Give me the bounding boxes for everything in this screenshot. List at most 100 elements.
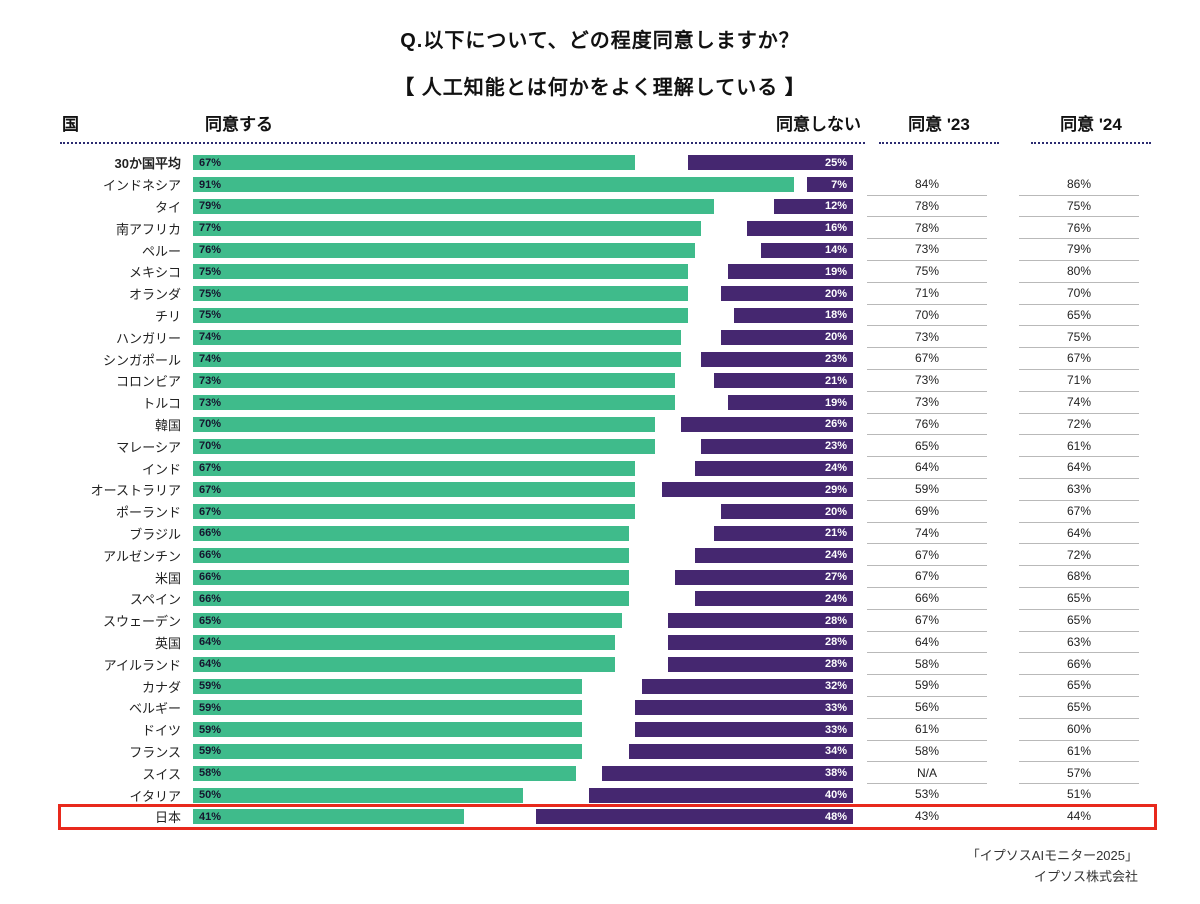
disagree-bar: 23%	[701, 438, 853, 454]
disagree-bar: 27%	[674, 569, 853, 585]
bar-track: 74% 23%	[193, 351, 853, 367]
agree-value: 75%	[199, 265, 222, 278]
agree24-value: 67%	[1019, 351, 1139, 370]
agree23-value: 58%	[867, 744, 987, 763]
agree23-cell: 64%	[867, 635, 987, 654]
agree-bar: 59%	[193, 722, 583, 738]
agree24-value: 44%	[1019, 809, 1139, 828]
country-label: スイス	[142, 766, 181, 782]
agree-value: 66%	[199, 571, 222, 584]
agree24-value: 65%	[1019, 591, 1139, 610]
country-label: 日本	[154, 810, 181, 826]
disagree-value: 34%	[824, 745, 847, 758]
agree23-cell: N/A	[867, 766, 987, 785]
agree23-value: 70%	[867, 308, 987, 327]
table-row: メキシコ 75% 19% 75% 80%	[60, 261, 1155, 283]
agree-value: 58%	[199, 767, 222, 780]
agree23-value: 73%	[867, 395, 987, 414]
agree23-value: 64%	[867, 460, 987, 479]
agree23-value: 56%	[867, 700, 987, 719]
table-row: インド 67% 24% 64% 64%	[60, 457, 1155, 479]
source-note: 「イプソスAIモニター2025」 イプソス株式会社	[967, 846, 1138, 888]
disagree-value: 20%	[824, 505, 847, 518]
agree-value: 50%	[199, 789, 222, 801]
bar-track: 67% 25%	[193, 155, 853, 171]
agree-bar: 73%	[193, 373, 675, 389]
agree23-cell: 67%	[867, 351, 987, 370]
disagree-bar: 28%	[668, 613, 853, 629]
country-label: アイルランド	[103, 657, 181, 673]
agree-value: 67%	[199, 505, 222, 518]
agree-bar: 70%	[193, 416, 655, 432]
agree23-value: N/A	[867, 766, 987, 785]
agree24-value: 65%	[1019, 613, 1139, 632]
agree23-value: 66%	[867, 591, 987, 610]
disagree-value: 12%	[824, 200, 847, 213]
agree23-cell: 73%	[867, 373, 987, 392]
bar-track: 66% 27%	[193, 569, 853, 585]
agree24-value: 86%	[1019, 177, 1139, 196]
agree24-cell: 51%	[1019, 787, 1139, 806]
agree24-value: 65%	[1019, 308, 1139, 327]
disagree-bar: 33%	[635, 700, 853, 716]
agree23-value: 73%	[867, 242, 987, 261]
disagree-bar: 21%	[714, 525, 853, 541]
disagree-value: 23%	[824, 353, 847, 366]
disagree-value: 16%	[824, 222, 847, 235]
bar-track: 79% 12%	[193, 198, 853, 214]
disagree-bar: 25%	[688, 155, 853, 171]
country-label: ベルギー	[128, 701, 181, 717]
source-line1: 「イプソスAIモニター2025」	[966, 848, 1138, 863]
bar-track: 70% 23%	[193, 438, 853, 454]
agree23-cell: 71%	[867, 286, 987, 305]
agree-value: 64%	[199, 636, 222, 649]
agree24-value: 65%	[1019, 700, 1139, 719]
table-row: イタリア 50% 40% 53% 51%	[60, 784, 1155, 806]
agree-bar: 77%	[193, 220, 702, 236]
country-label: 韓国	[154, 417, 181, 433]
country-label: オランダ	[128, 287, 181, 303]
agree23-value: 76%	[867, 417, 987, 436]
agree-value: 41%	[199, 810, 222, 823]
disagree-value: 24%	[824, 592, 847, 605]
table-row: 30か国平均 67% 25%	[60, 152, 1155, 174]
bar-track: 50% 40%	[193, 787, 853, 803]
agree23-cell: 61%	[867, 722, 987, 741]
agree24-value: 65%	[1019, 678, 1139, 697]
agree23-cell: 58%	[867, 744, 987, 763]
table-row: 南アフリカ 77% 16% 78% 76%	[60, 217, 1155, 240]
agree23-cell: 78%	[867, 221, 987, 240]
agree23-value: 58%	[867, 657, 987, 676]
bar-track: 67% 20%	[193, 504, 853, 520]
disagree-bar: 26%	[681, 416, 853, 432]
agree24-value: 70%	[1019, 286, 1139, 305]
agree23-value: 73%	[867, 330, 987, 349]
agree-value: 70%	[199, 418, 222, 431]
agree-value: 66%	[199, 592, 222, 605]
country-label: チリ	[154, 308, 181, 324]
header-agree23-label: 同意 '23	[879, 110, 999, 144]
agree23-value: 78%	[867, 221, 987, 240]
agree23-cell: 73%	[867, 330, 987, 349]
disagree-value: 28%	[824, 636, 847, 649]
country-label: アルゼンチン	[103, 548, 181, 564]
disagree-value: 28%	[824, 658, 847, 671]
country-label: 英国	[154, 635, 181, 651]
table-row: スペイン 66% 24% 66% 65%	[60, 588, 1155, 610]
table-row: 韓国 70% 26% 76% 72%	[60, 414, 1155, 436]
agree24-cell: 64%	[1019, 460, 1139, 479]
disagree-value: 28%	[824, 614, 847, 627]
agree23-cell: 67%	[867, 569, 987, 588]
agree-value: 75%	[199, 287, 222, 300]
agree23-cell: 59%	[867, 678, 987, 697]
bar-track: 59% 34%	[193, 743, 853, 759]
agree23-value: 65%	[867, 439, 987, 458]
disagree-value: 26%	[824, 418, 847, 431]
agree24-value: 60%	[1019, 722, 1139, 741]
agree24-cell: 64%	[1019, 526, 1139, 545]
agree-value: 91%	[199, 178, 222, 191]
disagree-bar: 18%	[734, 307, 853, 323]
disagree-value: 33%	[824, 723, 847, 736]
table-row: 米国 66% 27% 67% 68%	[60, 566, 1155, 588]
agree-bar: 64%	[193, 656, 616, 672]
